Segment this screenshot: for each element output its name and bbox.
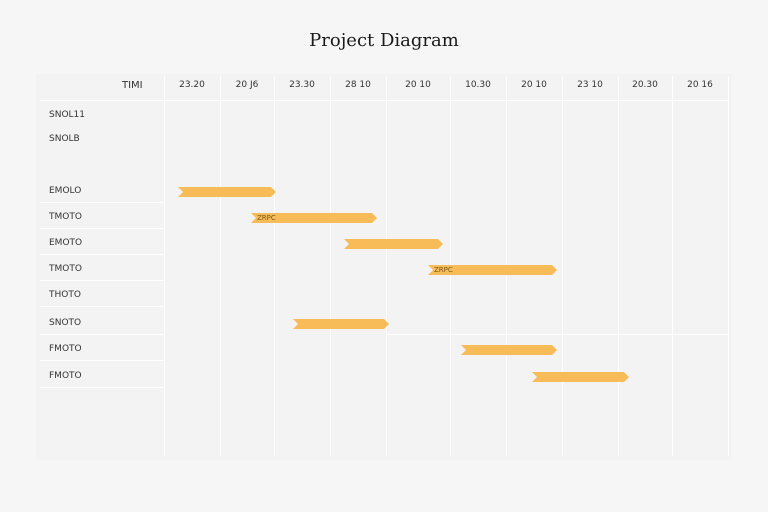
grid-row-line [40, 280, 164, 281]
row-label: THOTO [49, 290, 81, 300]
column-header: 20 J6 [235, 80, 259, 90]
task-bar-label: ZRPC [257, 214, 276, 222]
task-bar[interactable]: ZRPC [251, 213, 377, 223]
column-header: 20 10 [521, 80, 547, 90]
grid-row-line [40, 228, 164, 229]
grid-row-line [386, 334, 728, 335]
column-header: 23 10 [577, 80, 603, 90]
grid-row-line [40, 306, 164, 307]
column-header: 20.30 [632, 80, 658, 90]
row-label: TMOTO [49, 264, 82, 274]
column-header: 28 10 [345, 80, 371, 90]
grid-row-line [40, 254, 164, 255]
column-header: 23.20 [179, 80, 205, 90]
row-label: FMOTO [49, 344, 82, 354]
grid-row-line [40, 334, 164, 335]
row-label: FMOTO [49, 371, 82, 381]
header-separator [40, 100, 728, 101]
task-bar[interactable] [461, 345, 557, 355]
grid-column-line [618, 76, 619, 456]
grid-column-line [274, 76, 275, 456]
task-bar[interactable] [293, 319, 389, 329]
grid-column-line [330, 76, 331, 456]
task-bar-label: ZRPC [434, 266, 453, 274]
column-header: 20 16 [687, 80, 713, 90]
task-bar[interactable] [178, 187, 276, 197]
grid-column-line [728, 76, 729, 456]
row-label: SNOLB [49, 134, 80, 144]
grid-row-line [40, 202, 164, 203]
diagram-title: Project Diagram [309, 30, 459, 51]
column-header: 10.30 [465, 80, 491, 90]
grid-row-line [40, 360, 164, 361]
row-label: EMOTO [49, 238, 83, 248]
task-bar[interactable] [532, 372, 629, 382]
corner-label: TIMI [122, 80, 143, 91]
row-label: SNOL11 [49, 110, 85, 120]
gantt-grid: TIMI 23.20 20 J6 23.30 28 10 20 10 10.30 20 10… [36, 74, 732, 460]
row-label: EMOLO [49, 186, 82, 196]
row-label: SNOTO [49, 318, 82, 328]
task-bar[interactable] [344, 239, 443, 249]
grid-column-line [562, 76, 563, 456]
grid-column-line [220, 76, 221, 456]
row-label: TMOTO [49, 212, 82, 222]
column-header: 23.30 [289, 80, 315, 90]
grid-column-line [164, 76, 165, 456]
task-bar[interactable]: ZRPC [428, 265, 557, 275]
column-header: 20 10 [405, 80, 431, 90]
grid-column-line [672, 76, 673, 456]
grid-row-line [40, 387, 164, 388]
grid-column-line [386, 76, 387, 456]
